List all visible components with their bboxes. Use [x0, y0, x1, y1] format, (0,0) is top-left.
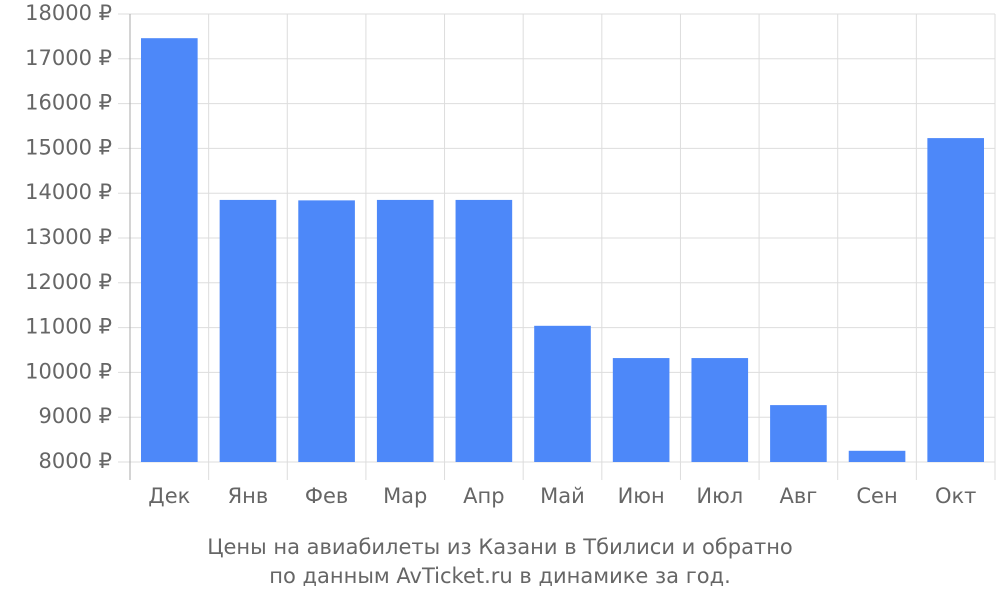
bar	[848, 450, 906, 462]
y-tick-label: 10000 ₽	[25, 359, 112, 383]
x-tick-label: Авг	[780, 484, 818, 508]
bar	[770, 405, 827, 462]
x-tick-label: Июл	[696, 484, 743, 508]
bar	[219, 199, 277, 463]
x-tick-label: Май	[540, 484, 585, 508]
bar	[534, 325, 591, 462]
y-tick-label: 8000 ₽	[39, 449, 112, 473]
bar	[927, 138, 984, 462]
x-tick-label: Июн	[618, 484, 665, 508]
bar	[298, 200, 355, 463]
chart-title: Цены на авиабилеты из Казани в Тбилиси и…	[207, 535, 793, 559]
x-tick-label: Мар	[383, 484, 427, 508]
bar	[141, 38, 198, 462]
x-tick-label: Окт	[935, 484, 976, 508]
x-tick-label: Янв	[228, 484, 269, 508]
x-tick-label: Сен	[856, 484, 897, 508]
bar	[455, 199, 513, 463]
chart-subtitle: по данным AvTicket.ru в динамике за год.	[269, 564, 731, 588]
y-tick-label: 13000 ₽	[25, 225, 112, 249]
y-tick-label: 16000 ₽	[25, 91, 112, 115]
x-tick-label: Фев	[305, 484, 348, 508]
y-tick-label: 18000 ₽	[25, 1, 112, 25]
y-tick-label: 15000 ₽	[25, 135, 112, 159]
y-tick-label: 14000 ₽	[25, 180, 112, 204]
bar	[376, 199, 434, 463]
y-tick-label: 11000 ₽	[25, 315, 112, 339]
bar	[612, 358, 670, 462]
x-tick-label: Дек	[148, 484, 190, 508]
y-tick-label: 17000 ₽	[25, 46, 112, 70]
y-tick-label: 12000 ₽	[25, 270, 112, 294]
bar	[691, 358, 749, 462]
x-tick-label: Апр	[463, 484, 504, 508]
y-tick-label: 9000 ₽	[39, 404, 112, 428]
